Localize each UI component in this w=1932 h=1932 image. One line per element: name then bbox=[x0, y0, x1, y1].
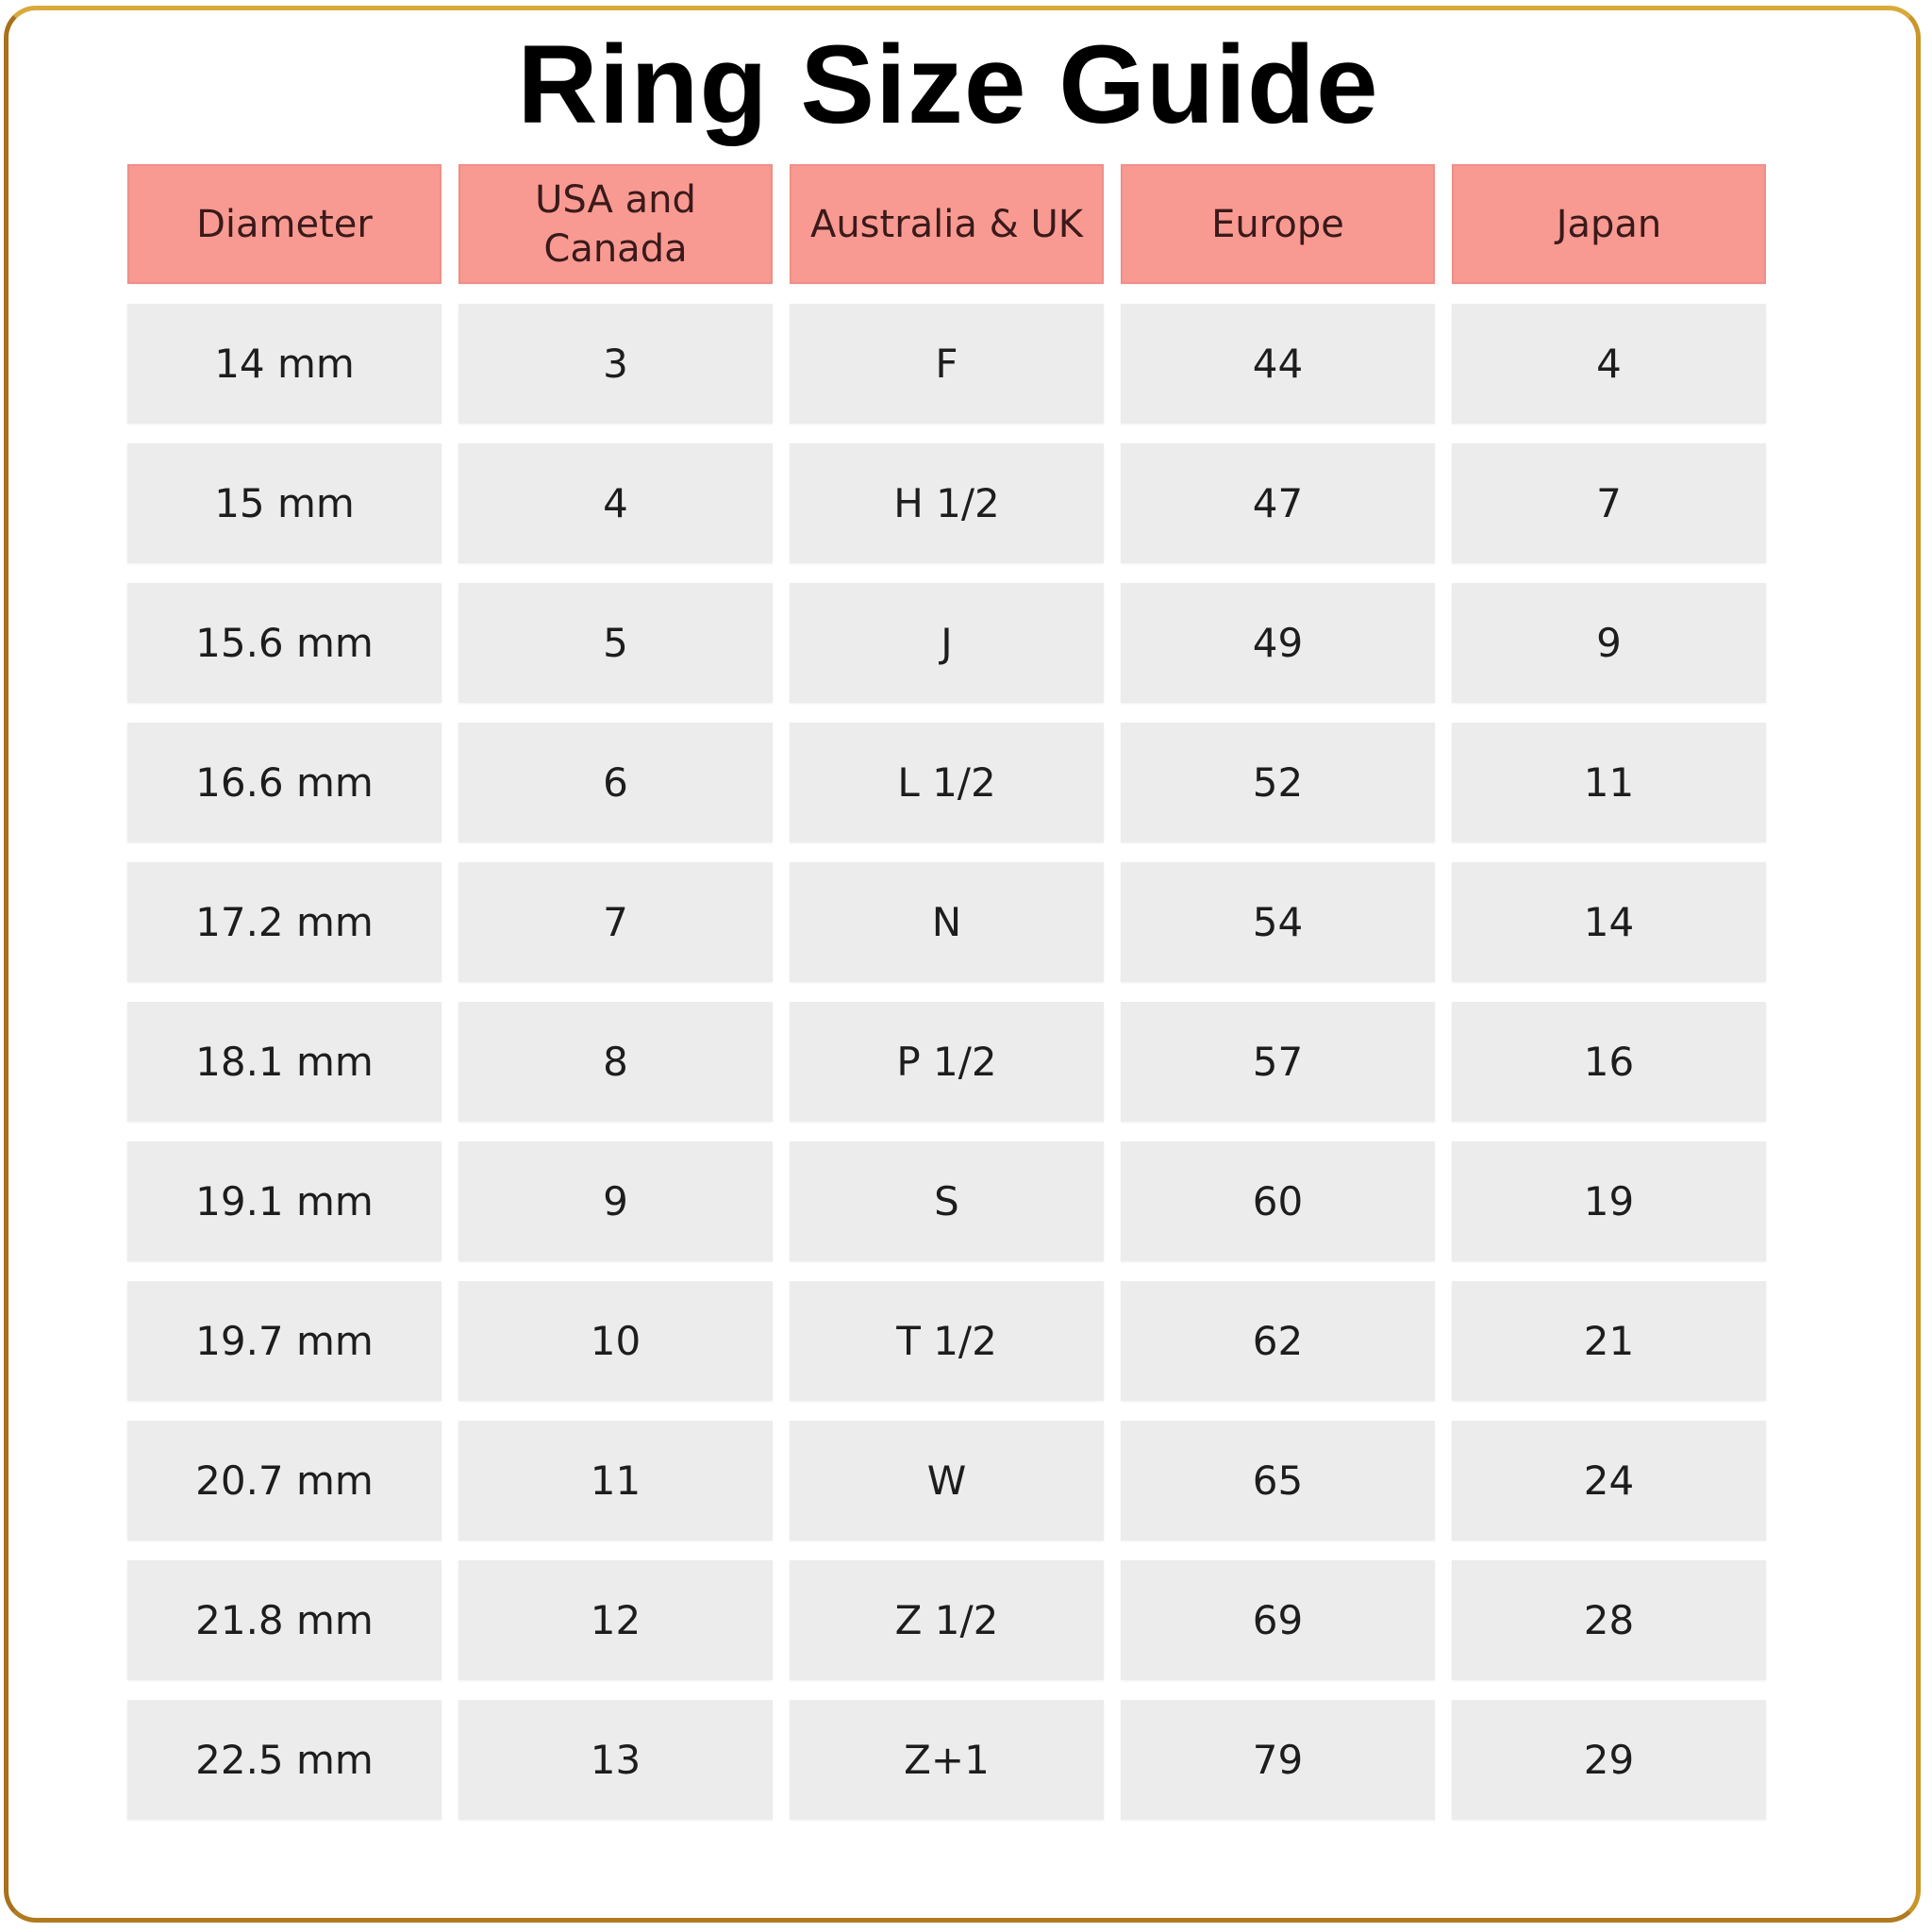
table-cell: 79 bbox=[1121, 1700, 1435, 1820]
table-cell: 3 bbox=[458, 304, 773, 424]
table-cell: H 1/2 bbox=[790, 443, 1104, 563]
table-cell: 11 bbox=[458, 1421, 773, 1541]
table-cell: 19.1 mm bbox=[127, 1141, 441, 1261]
column-header: USA and Canada bbox=[458, 164, 773, 284]
table-cell: Z+1 bbox=[790, 1700, 1104, 1820]
table-cell: 29 bbox=[1452, 1700, 1766, 1820]
table-cell: 60 bbox=[1121, 1141, 1435, 1261]
table-cell: 14 bbox=[1452, 862, 1766, 982]
table-cell: 54 bbox=[1121, 862, 1435, 982]
table-cell: 16 bbox=[1452, 1002, 1766, 1122]
table-cell: 9 bbox=[1452, 583, 1766, 703]
table-cell: 28 bbox=[1452, 1560, 1766, 1680]
table-cell: 9 bbox=[458, 1141, 773, 1261]
table-cell: 8 bbox=[458, 1002, 773, 1122]
table-cell: 19 bbox=[1452, 1141, 1766, 1261]
table-cell: 22.5 mm bbox=[127, 1700, 441, 1820]
table-cell: P 1/2 bbox=[790, 1002, 1104, 1122]
table-cell: Z 1/2 bbox=[790, 1560, 1104, 1680]
table-cell: 44 bbox=[1121, 304, 1435, 424]
table-cell: J bbox=[790, 583, 1104, 703]
table-cell: 57 bbox=[1121, 1002, 1435, 1122]
table-cell: 11 bbox=[1452, 723, 1766, 842]
table-cell: 62 bbox=[1121, 1281, 1435, 1401]
table-cell: 5 bbox=[458, 583, 773, 703]
table-cell: 10 bbox=[458, 1281, 773, 1401]
column-header: Japan bbox=[1452, 164, 1766, 284]
gold-frame bbox=[4, 6, 1921, 1923]
table-cell: T 1/2 bbox=[790, 1281, 1104, 1401]
table-cell: 17.2 mm bbox=[127, 862, 441, 982]
table-cell: N bbox=[790, 862, 1104, 982]
table-cell: 69 bbox=[1121, 1560, 1435, 1680]
table-cell: 52 bbox=[1121, 723, 1435, 842]
table-cell: 19.7 mm bbox=[127, 1281, 441, 1401]
ring-size-table: Diameter USA and Canada Australia & UK Euro… bbox=[127, 164, 1766, 1820]
table-cell: 4 bbox=[1452, 304, 1766, 424]
column-header: Europe bbox=[1121, 164, 1435, 284]
table-cell: 14 mm bbox=[127, 304, 441, 424]
table-cell: 21.8 mm bbox=[127, 1560, 441, 1680]
table-cell: 21 bbox=[1452, 1281, 1766, 1401]
table-cell: S bbox=[790, 1141, 1104, 1261]
page-title: Ring Size Guide bbox=[517, 23, 1379, 147]
table-cell: F bbox=[790, 304, 1104, 424]
table-cell: L 1/2 bbox=[790, 723, 1104, 842]
table-cell: 18.1 mm bbox=[127, 1002, 441, 1122]
table-cell: 15.6 mm bbox=[127, 583, 441, 703]
table-cell: 49 bbox=[1121, 583, 1435, 703]
table-cell: W bbox=[790, 1421, 1104, 1541]
table-cell: 7 bbox=[458, 862, 773, 982]
table-cell: 12 bbox=[458, 1560, 773, 1680]
table-cell: 47 bbox=[1121, 443, 1435, 563]
table-cell: 4 bbox=[458, 443, 773, 563]
table-cell: 16.6 mm bbox=[127, 723, 441, 842]
table-cell: 7 bbox=[1452, 443, 1766, 563]
table-cell: 65 bbox=[1121, 1421, 1435, 1541]
table-cell: 20.7 mm bbox=[127, 1421, 441, 1541]
table-cell: 24 bbox=[1452, 1421, 1766, 1541]
table-cell: 15 mm bbox=[127, 443, 441, 563]
column-header: Australia & UK bbox=[790, 164, 1104, 284]
table-cell: 13 bbox=[458, 1700, 773, 1820]
table-cell: 6 bbox=[458, 723, 773, 842]
column-header: Diameter bbox=[127, 164, 441, 284]
